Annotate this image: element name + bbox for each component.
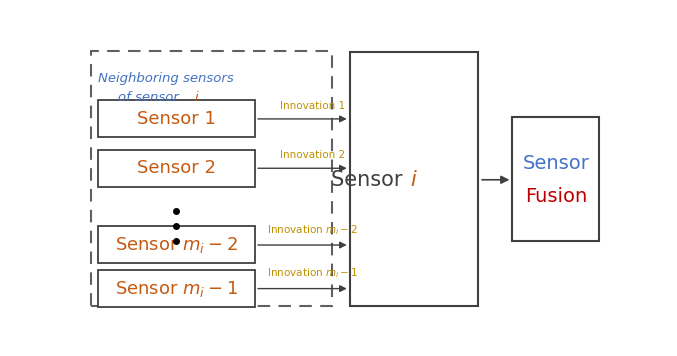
Text: Sensor 1: Sensor 1 — [137, 110, 216, 128]
Text: Innovation $m_i - 1$: Innovation $m_i - 1$ — [267, 267, 358, 281]
Bar — [349, 52, 478, 306]
Bar — [512, 117, 599, 241]
Text: Sensor 2: Sensor 2 — [137, 159, 216, 177]
Bar — [97, 270, 255, 307]
Text: Innovation 2: Innovation 2 — [280, 150, 345, 160]
Text: Neighboring sensors: Neighboring sensors — [98, 72, 234, 85]
Text: Innovation 1: Innovation 1 — [280, 101, 345, 111]
Bar — [97, 100, 255, 137]
Text: Sensor: Sensor — [523, 154, 589, 173]
Text: Fusion: Fusion — [525, 187, 587, 206]
Bar — [97, 226, 255, 263]
Bar — [91, 51, 332, 306]
Text: Sensor $m_i - 2$: Sensor $m_i - 2$ — [115, 235, 238, 255]
Text: i: i — [194, 91, 198, 104]
Bar — [97, 150, 255, 187]
Text: Sensor $m_i - 1$: Sensor $m_i - 1$ — [115, 279, 238, 299]
Text: of sensor: of sensor — [118, 91, 183, 104]
Text: i: i — [410, 170, 416, 190]
Text: Sensor: Sensor — [331, 170, 409, 190]
Text: Innovation $m_i - 2$: Innovation $m_i - 2$ — [267, 223, 358, 237]
